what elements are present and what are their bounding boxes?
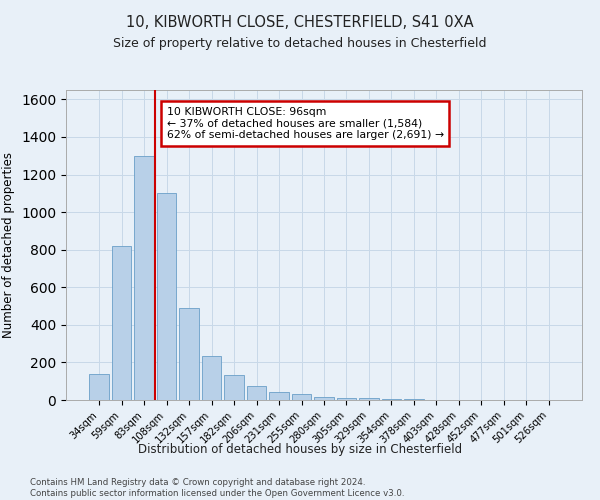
Text: Contains HM Land Registry data © Crown copyright and database right 2024.
Contai: Contains HM Land Registry data © Crown c… [30,478,404,498]
Bar [269,392,289,400]
Bar [202,356,221,400]
Bar [157,194,176,400]
Bar [359,398,379,400]
Bar [337,398,356,400]
Bar [89,374,109,400]
Bar [247,386,266,400]
Text: Size of property relative to detached houses in Chesterfield: Size of property relative to detached ho… [113,38,487,51]
Text: 10 KIBWORTH CLOSE: 96sqm
← 37% of detached houses are smaller (1,584)
62% of sem: 10 KIBWORTH CLOSE: 96sqm ← 37% of detach… [167,107,443,140]
Bar [314,396,334,400]
Bar [382,399,401,400]
Bar [112,246,131,400]
Bar [179,308,199,400]
Y-axis label: Number of detached properties: Number of detached properties [2,152,16,338]
Bar [292,394,311,400]
Bar [134,156,154,400]
Bar [224,374,244,400]
Text: Distribution of detached houses by size in Chesterfield: Distribution of detached houses by size … [138,442,462,456]
Text: 10, KIBWORTH CLOSE, CHESTERFIELD, S41 0XA: 10, KIBWORTH CLOSE, CHESTERFIELD, S41 0X… [126,15,474,30]
